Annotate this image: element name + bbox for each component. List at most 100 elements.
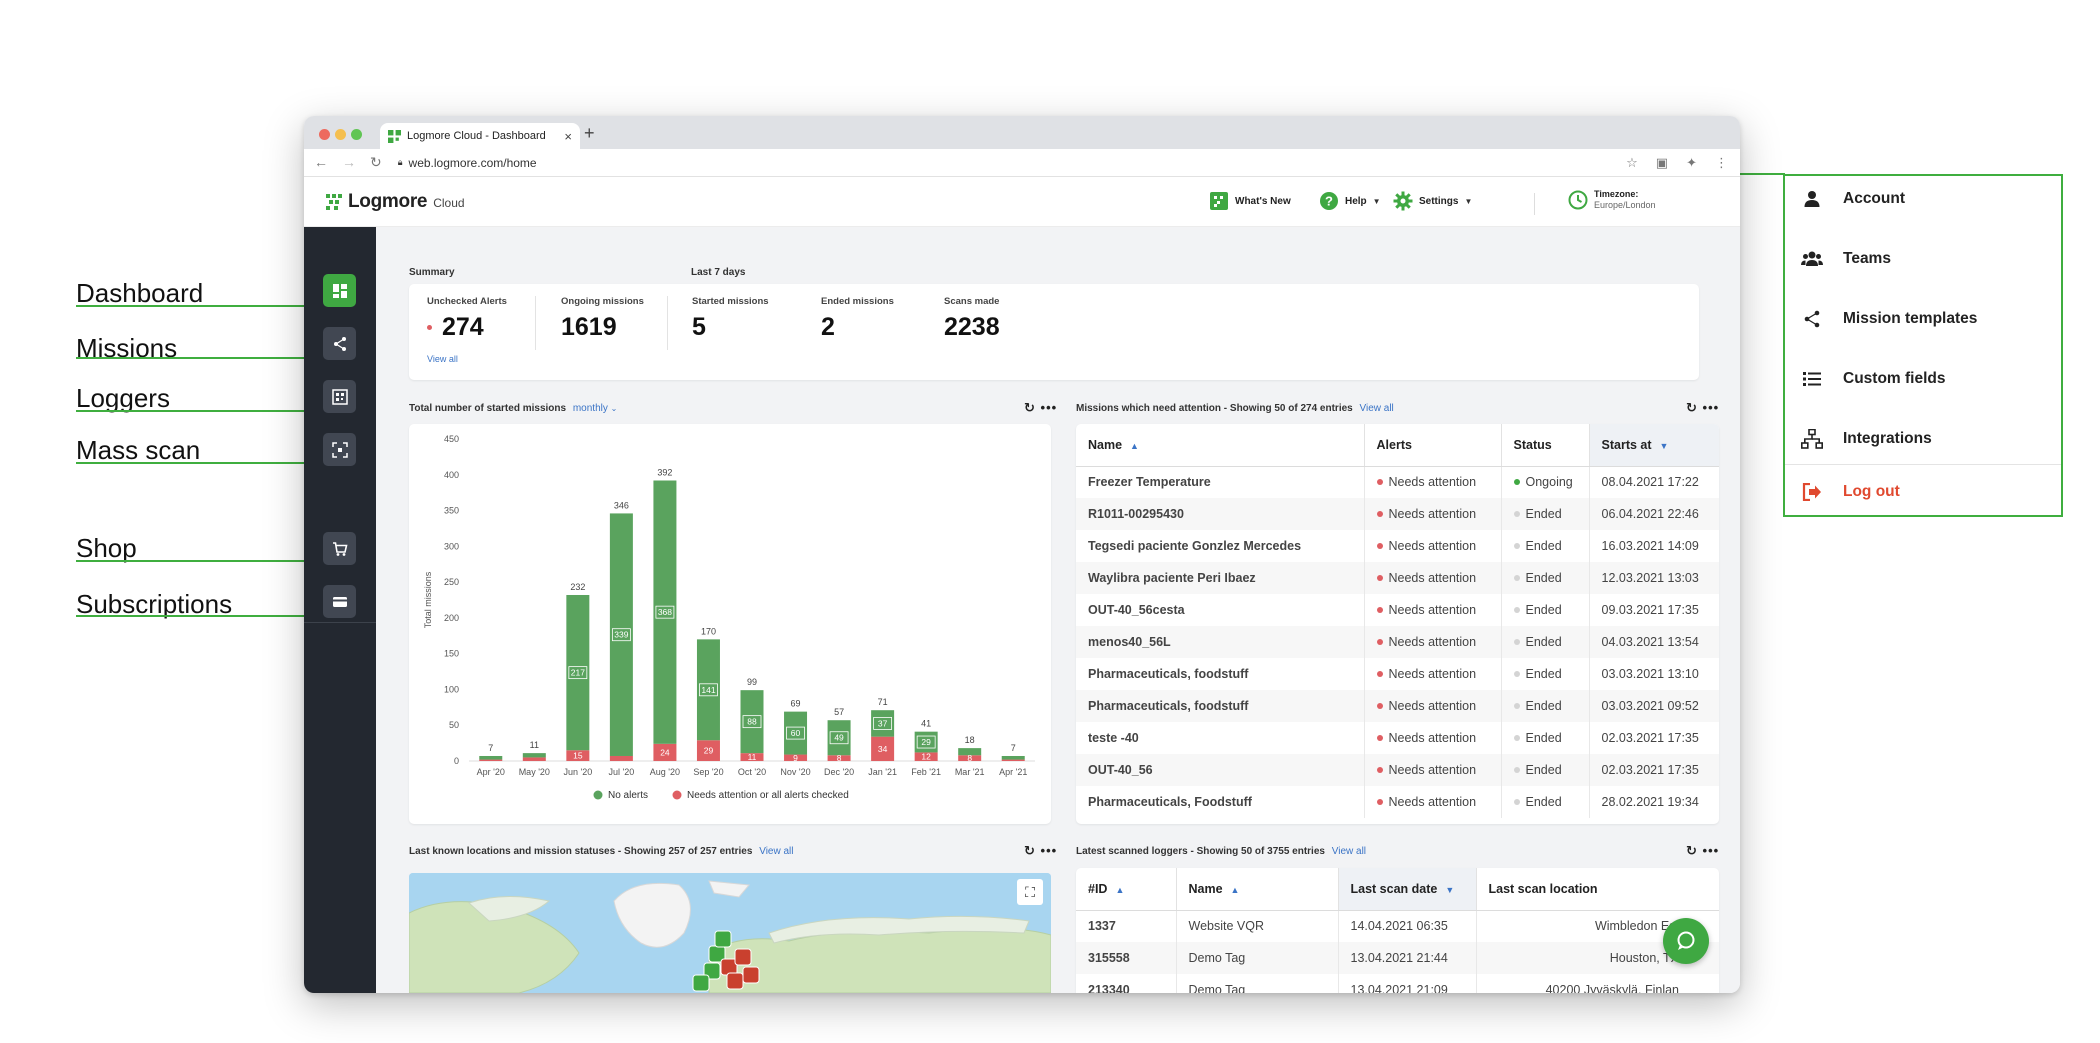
table-row[interactable]: 1337 Website VQR 14.04.2021 06:35 Wimbledon… bbox=[1076, 910, 1719, 942]
mission-name-link[interactable]: OUT-40_56cesta bbox=[1076, 594, 1365, 626]
table-row[interactable]: Pharmaceuticals, Foodstuff Needs attentio… bbox=[1076, 786, 1719, 818]
stat-ended-missions[interactable]: Ended missions 2 bbox=[821, 296, 894, 342]
table-row[interactable]: Pharmaceuticals, foodstuff Needs attentio… bbox=[1076, 690, 1719, 722]
loggers-view-all-link[interactable]: View all bbox=[1331, 846, 1367, 857]
map-view-all-link[interactable]: View all bbox=[759, 846, 794, 857]
missions-view-all-link[interactable]: View all bbox=[1359, 403, 1394, 414]
sidebar-item-missions[interactable] bbox=[323, 327, 356, 360]
sidebar-item-shop[interactable] bbox=[323, 532, 356, 565]
mission-name-link[interactable]: teste -40 bbox=[1076, 722, 1365, 754]
bookmark-star-icon[interactable]: ☆ bbox=[1626, 155, 1638, 170]
more-icon[interactable]: ••• bbox=[1702, 843, 1720, 858]
period-dropdown[interactable]: monthly ⌄ bbox=[572, 403, 618, 414]
sidebar-item-subscriptions[interactable] bbox=[323, 585, 356, 618]
table-row[interactable]: menos40_56L Needs attention Ended 04.03.202… bbox=[1076, 626, 1719, 658]
help-button[interactable]: ? Help ▼ bbox=[1319, 191, 1381, 211]
bar-value-label: 8 bbox=[967, 753, 972, 763]
mission-name-link[interactable]: R1011-00295430 bbox=[1076, 498, 1365, 530]
logger-id-link[interactable]: 315558 bbox=[1076, 942, 1177, 974]
table-row[interactable]: Freezer Temperature Needs attention Ongoin… bbox=[1076, 466, 1719, 498]
bar-no-alerts bbox=[1001, 755, 1025, 760]
stat-started-missions[interactable]: Started missions 5 bbox=[692, 296, 769, 342]
browser-tab[interactable]: Logmore Cloud - Dashboard × bbox=[380, 123, 580, 149]
new-tab-icon[interactable]: + bbox=[584, 123, 595, 143]
stat-ongoing-missions[interactable]: Ongoing missions 1619 bbox=[561, 296, 644, 342]
maximize-window-button[interactable] bbox=[351, 129, 362, 140]
back-icon[interactable]: ← bbox=[314, 154, 328, 170]
refresh-icon[interactable]: ↻ bbox=[1686, 843, 1698, 858]
mission-name-link[interactable]: Freezer Temperature bbox=[1076, 466, 1365, 498]
minimize-window-button[interactable] bbox=[335, 129, 346, 140]
y-axis-label: Total missions bbox=[423, 571, 433, 628]
menu-item-label: Teams bbox=[1843, 250, 1891, 267]
sidebar-item-dashboard[interactable] bbox=[323, 274, 356, 307]
refresh-icon[interactable]: ↻ bbox=[1024, 400, 1036, 415]
menu-item-custom-fields[interactable]: Custom fields bbox=[1801, 368, 1945, 390]
mission-name-link[interactable]: OUT-40_56 bbox=[1076, 754, 1365, 786]
sidebar-item-loggers[interactable] bbox=[323, 380, 356, 413]
y-tick-label: 300 bbox=[444, 541, 459, 551]
menu-item-mission-templates[interactable]: Mission templates bbox=[1801, 308, 1977, 330]
locations-map[interactable]: ⛶ bbox=[409, 873, 1051, 993]
menu-item-account[interactable]: Account bbox=[1801, 188, 1905, 210]
mission-name-link[interactable]: menos40_56L bbox=[1076, 626, 1365, 658]
table-row[interactable]: Waylibra paciente Peri Ibaez Needs attent… bbox=[1076, 562, 1719, 594]
table-row[interactable]: 315558 Demo Tag 13.04.2021 21:44 Houston, T… bbox=[1076, 942, 1719, 974]
table-row[interactable]: OUT-40_56 Needs attention Ended 02.03.2021 … bbox=[1076, 754, 1719, 786]
table-row[interactable]: Pharmaceuticals, foodstuff Needs attentio… bbox=[1076, 658, 1719, 690]
logo[interactable]: Logmore Cloud bbox=[326, 191, 465, 213]
bar-total-label: 7 bbox=[1011, 743, 1016, 753]
x-tick-label: Mar '21 bbox=[955, 767, 985, 777]
menu-item-logout[interactable]: Log out bbox=[1801, 481, 1900, 503]
bar-value-label: 29 bbox=[704, 746, 714, 756]
settings-button[interactable]: Settings ▼ bbox=[1393, 191, 1472, 211]
more-icon[interactable]: ••• bbox=[1040, 400, 1058, 415]
close-window-button[interactable] bbox=[319, 129, 330, 140]
mission-name-link[interactable]: Pharmaceuticals, Foodstuff bbox=[1076, 786, 1365, 818]
camera-icon[interactable]: ▣ bbox=[1655, 155, 1669, 170]
logger-id-link[interactable]: 213340 bbox=[1076, 974, 1177, 993]
menu-item-teams[interactable]: Teams bbox=[1801, 248, 1891, 270]
column-header-alerts[interactable]: Alerts bbox=[1364, 424, 1502, 467]
mission-name-link[interactable]: Pharmaceuticals, foodstuff bbox=[1076, 658, 1365, 690]
more-icon[interactable]: ••• bbox=[1702, 400, 1720, 415]
timezone-selector[interactable]: Timezone: Europe/London ⌄ bbox=[1568, 189, 1740, 210]
mission-name-link[interactable]: Tegsedi paciente Gonzlez Mercedes bbox=[1076, 530, 1365, 562]
column-header-name[interactable]: Name ▲ bbox=[1076, 424, 1365, 467]
forward-icon[interactable]: → bbox=[342, 154, 356, 170]
column-header-last-scan-date[interactable]: Last scan date ▼ bbox=[1338, 868, 1477, 911]
table-row[interactable]: teste -40 Needs attention Ended 02.03.2021 … bbox=[1076, 722, 1719, 754]
column-header-status[interactable]: Status bbox=[1501, 424, 1590, 467]
more-icon[interactable]: ••• bbox=[1040, 843, 1058, 858]
chat-button[interactable] bbox=[1663, 918, 1709, 964]
whats-new-button[interactable]: What's New bbox=[1209, 191, 1291, 211]
browser-menu-icon[interactable]: ⋮ bbox=[1715, 155, 1728, 170]
menu-item-integrations[interactable]: Integrations bbox=[1801, 428, 1932, 450]
sidebar-item-mass-scan[interactable] bbox=[323, 433, 356, 466]
mission-name-link[interactable]: Pharmaceuticals, foodstuff bbox=[1076, 690, 1365, 722]
bar-total-label: 7 bbox=[488, 743, 493, 753]
reload-icon[interactable]: ↻ bbox=[370, 154, 382, 170]
table-row[interactable]: R1011-00295430 Needs attention Ended 06.04.… bbox=[1076, 498, 1719, 530]
column-header-last-scan-location[interactable]: Last scan location bbox=[1476, 868, 1719, 911]
mission-name-link[interactable]: Waylibra paciente Peri Ibaez bbox=[1076, 562, 1365, 594]
table-row[interactable]: 213340 Demo Tag 13.04.2021 21:09 40200 Jyvä… bbox=[1076, 974, 1719, 993]
column-header-id[interactable]: #ID ▲ bbox=[1076, 868, 1177, 911]
extensions-icon[interactable]: ✦ bbox=[1686, 155, 1697, 170]
column-header-starts-at[interactable]: Starts at ▼ bbox=[1589, 424, 1719, 467]
bar-needs-attention bbox=[827, 755, 851, 761]
alert-cell: Needs attention bbox=[1364, 626, 1502, 658]
alert-cell: Needs attention bbox=[1364, 722, 1502, 754]
logger-id-link[interactable]: 1337 bbox=[1076, 910, 1177, 942]
stat-unchecked-alerts[interactable]: Unchecked Alerts 274 bbox=[427, 296, 507, 342]
table-row[interactable]: OUT-40_56cesta Needs attention Ended 09.03.… bbox=[1076, 594, 1719, 626]
close-tab-icon[interactable]: × bbox=[564, 128, 572, 144]
table-row[interactable]: Tegsedi paciente Gonzlez Mercedes Needs a… bbox=[1076, 530, 1719, 562]
stat-scans-made[interactable]: Scans made 2238 bbox=[944, 296, 1000, 342]
fullscreen-icon[interactable]: ⛶ bbox=[1017, 879, 1043, 905]
url-field[interactable]: 🔒︎ web.logmore.com/home bbox=[398, 156, 537, 170]
refresh-icon[interactable]: ↻ bbox=[1686, 400, 1698, 415]
refresh-icon[interactable]: ↻ bbox=[1024, 843, 1036, 858]
summary-view-all-link[interactable]: View all bbox=[427, 354, 458, 364]
column-header-name[interactable]: Name ▲ bbox=[1176, 868, 1339, 911]
